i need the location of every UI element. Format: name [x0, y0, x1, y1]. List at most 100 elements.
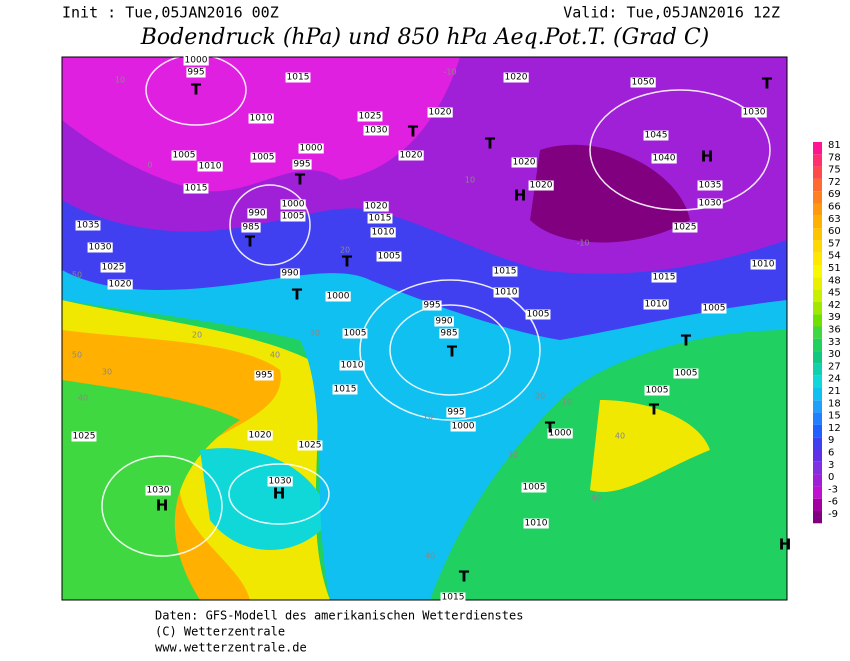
colorbar-label: 3	[828, 460, 834, 471]
temperature-label: 40	[591, 494, 601, 503]
colorbar-label: -6	[828, 497, 838, 508]
isobar-label-bg	[247, 430, 273, 441]
isobar-label-bg	[450, 421, 476, 432]
colorbar-swatch	[813, 511, 822, 524]
isobar-label-bg	[107, 279, 133, 290]
isobar-label: 995	[423, 301, 440, 311]
colorbar-swatch	[813, 461, 822, 475]
pressure-center: T	[191, 81, 202, 99]
isobar-label: 985	[440, 329, 457, 339]
isobar-label: 990	[248, 209, 265, 219]
isobar-label: 1010	[250, 114, 273, 124]
colorbar-label: 27	[828, 361, 841, 372]
temperature-label: 30	[102, 368, 112, 377]
map-area	[62, 57, 787, 600]
pressure-center: H	[156, 497, 169, 515]
isobar-label-bg	[145, 485, 171, 496]
isobar-label: 1015	[334, 385, 357, 395]
temperature-label: 40	[270, 351, 280, 360]
isobar-label: 995	[187, 68, 204, 78]
colorbar-label: 21	[828, 386, 841, 397]
colorbar-label: 36	[828, 325, 841, 336]
temperature-label: 30	[310, 329, 320, 338]
pressure-center: T	[295, 171, 306, 189]
isobar-label-bg	[254, 370, 274, 381]
temperature-label: 10	[423, 413, 433, 422]
colorbar-swatch	[813, 178, 822, 192]
isobar-label-bg	[267, 476, 293, 487]
isobar-label-bg	[492, 266, 518, 277]
isobar-label-bg	[87, 242, 113, 253]
isobar-label-bg	[367, 213, 393, 224]
colorbar-swatch	[813, 498, 822, 511]
isobar-label: 1020	[429, 108, 452, 118]
isobar-label: 995	[255, 371, 272, 381]
colorbar-swatch	[813, 277, 822, 290]
pressure-center: T	[408, 123, 419, 141]
colorbar-swatch	[813, 142, 822, 155]
isobar-label-bg	[701, 303, 727, 314]
isobar-label: 1035	[699, 181, 722, 191]
init-time: Init : Tue,05JAN2016 00Z	[62, 4, 279, 22]
isobar-label-bg	[673, 368, 699, 379]
temperature-label: 10	[562, 398, 572, 407]
colorbar-label: 15	[828, 411, 841, 422]
colorbar-swatch	[813, 314, 822, 327]
colorbar-label: 75	[828, 165, 841, 176]
colorbar-label: 48	[828, 275, 841, 286]
colorbar-label: 9	[828, 435, 834, 446]
pressure-center: T	[545, 419, 556, 437]
pressure-center: H	[779, 536, 792, 554]
colorbar-swatch	[813, 400, 822, 413]
isobar-label-bg	[183, 183, 209, 194]
isobar-label: 1015	[185, 184, 208, 194]
temperature-label: 50	[72, 271, 82, 280]
isobar-label: 1020	[109, 280, 132, 290]
pressure-center: T	[681, 332, 692, 350]
temperature-label: 20	[192, 331, 202, 340]
colorbar-swatch	[813, 375, 822, 388]
isobar-label: 1035	[77, 221, 100, 231]
isobar-label: 1030	[89, 243, 112, 253]
colorbar-label: 66	[828, 202, 841, 213]
colorbar-swatch	[813, 265, 822, 278]
isobar-label: 1015	[287, 73, 310, 83]
colorbar-swatch	[813, 338, 822, 352]
colorbar-label: 69	[828, 189, 841, 200]
isobar-label-bg	[247, 208, 267, 219]
temperature-label: 10	[465, 176, 475, 185]
colorbar-label: 39	[828, 312, 841, 323]
isobar-label: 1000	[452, 422, 475, 432]
colorbar-swatch	[813, 191, 822, 204]
isobar-label-bg	[197, 161, 223, 172]
isobar-label-bg	[342, 328, 368, 339]
colorbar-swatch	[813, 326, 822, 339]
colorbar-label: 63	[828, 214, 841, 225]
isobar-label-bg	[186, 67, 206, 78]
colorbar-label: 45	[828, 288, 841, 299]
isobar-label-bg	[183, 55, 209, 66]
colorbar-swatch	[813, 166, 822, 179]
isobar-label: 1025	[674, 223, 697, 233]
colorbar-label: -3	[828, 484, 838, 495]
isobar-label-bg	[644, 385, 670, 396]
isobar-label-bg	[427, 107, 453, 118]
colorbar-label: 72	[828, 177, 841, 188]
isobar-label: 1040	[653, 154, 676, 164]
isobar-label-bg	[643, 299, 669, 310]
isobar-label: 1000	[327, 292, 350, 302]
temperature-label: 40	[78, 394, 88, 403]
colorbar-label: 12	[828, 423, 841, 434]
map-frame	[61, 56, 788, 601]
colorbar-label: 24	[828, 374, 841, 385]
isobar-label: 1005	[523, 483, 546, 493]
isobar-label-bg	[697, 180, 723, 191]
colorbar-swatch	[813, 252, 822, 265]
colorbar-label: 51	[828, 263, 841, 274]
isobar-label-bg	[446, 407, 466, 418]
pressure-center: H	[701, 148, 714, 166]
colorbar-swatch	[813, 363, 822, 376]
colorbar-label: 78	[828, 152, 841, 163]
isobar-label: 1030	[365, 126, 388, 136]
temperature-label: 0	[147, 161, 152, 170]
